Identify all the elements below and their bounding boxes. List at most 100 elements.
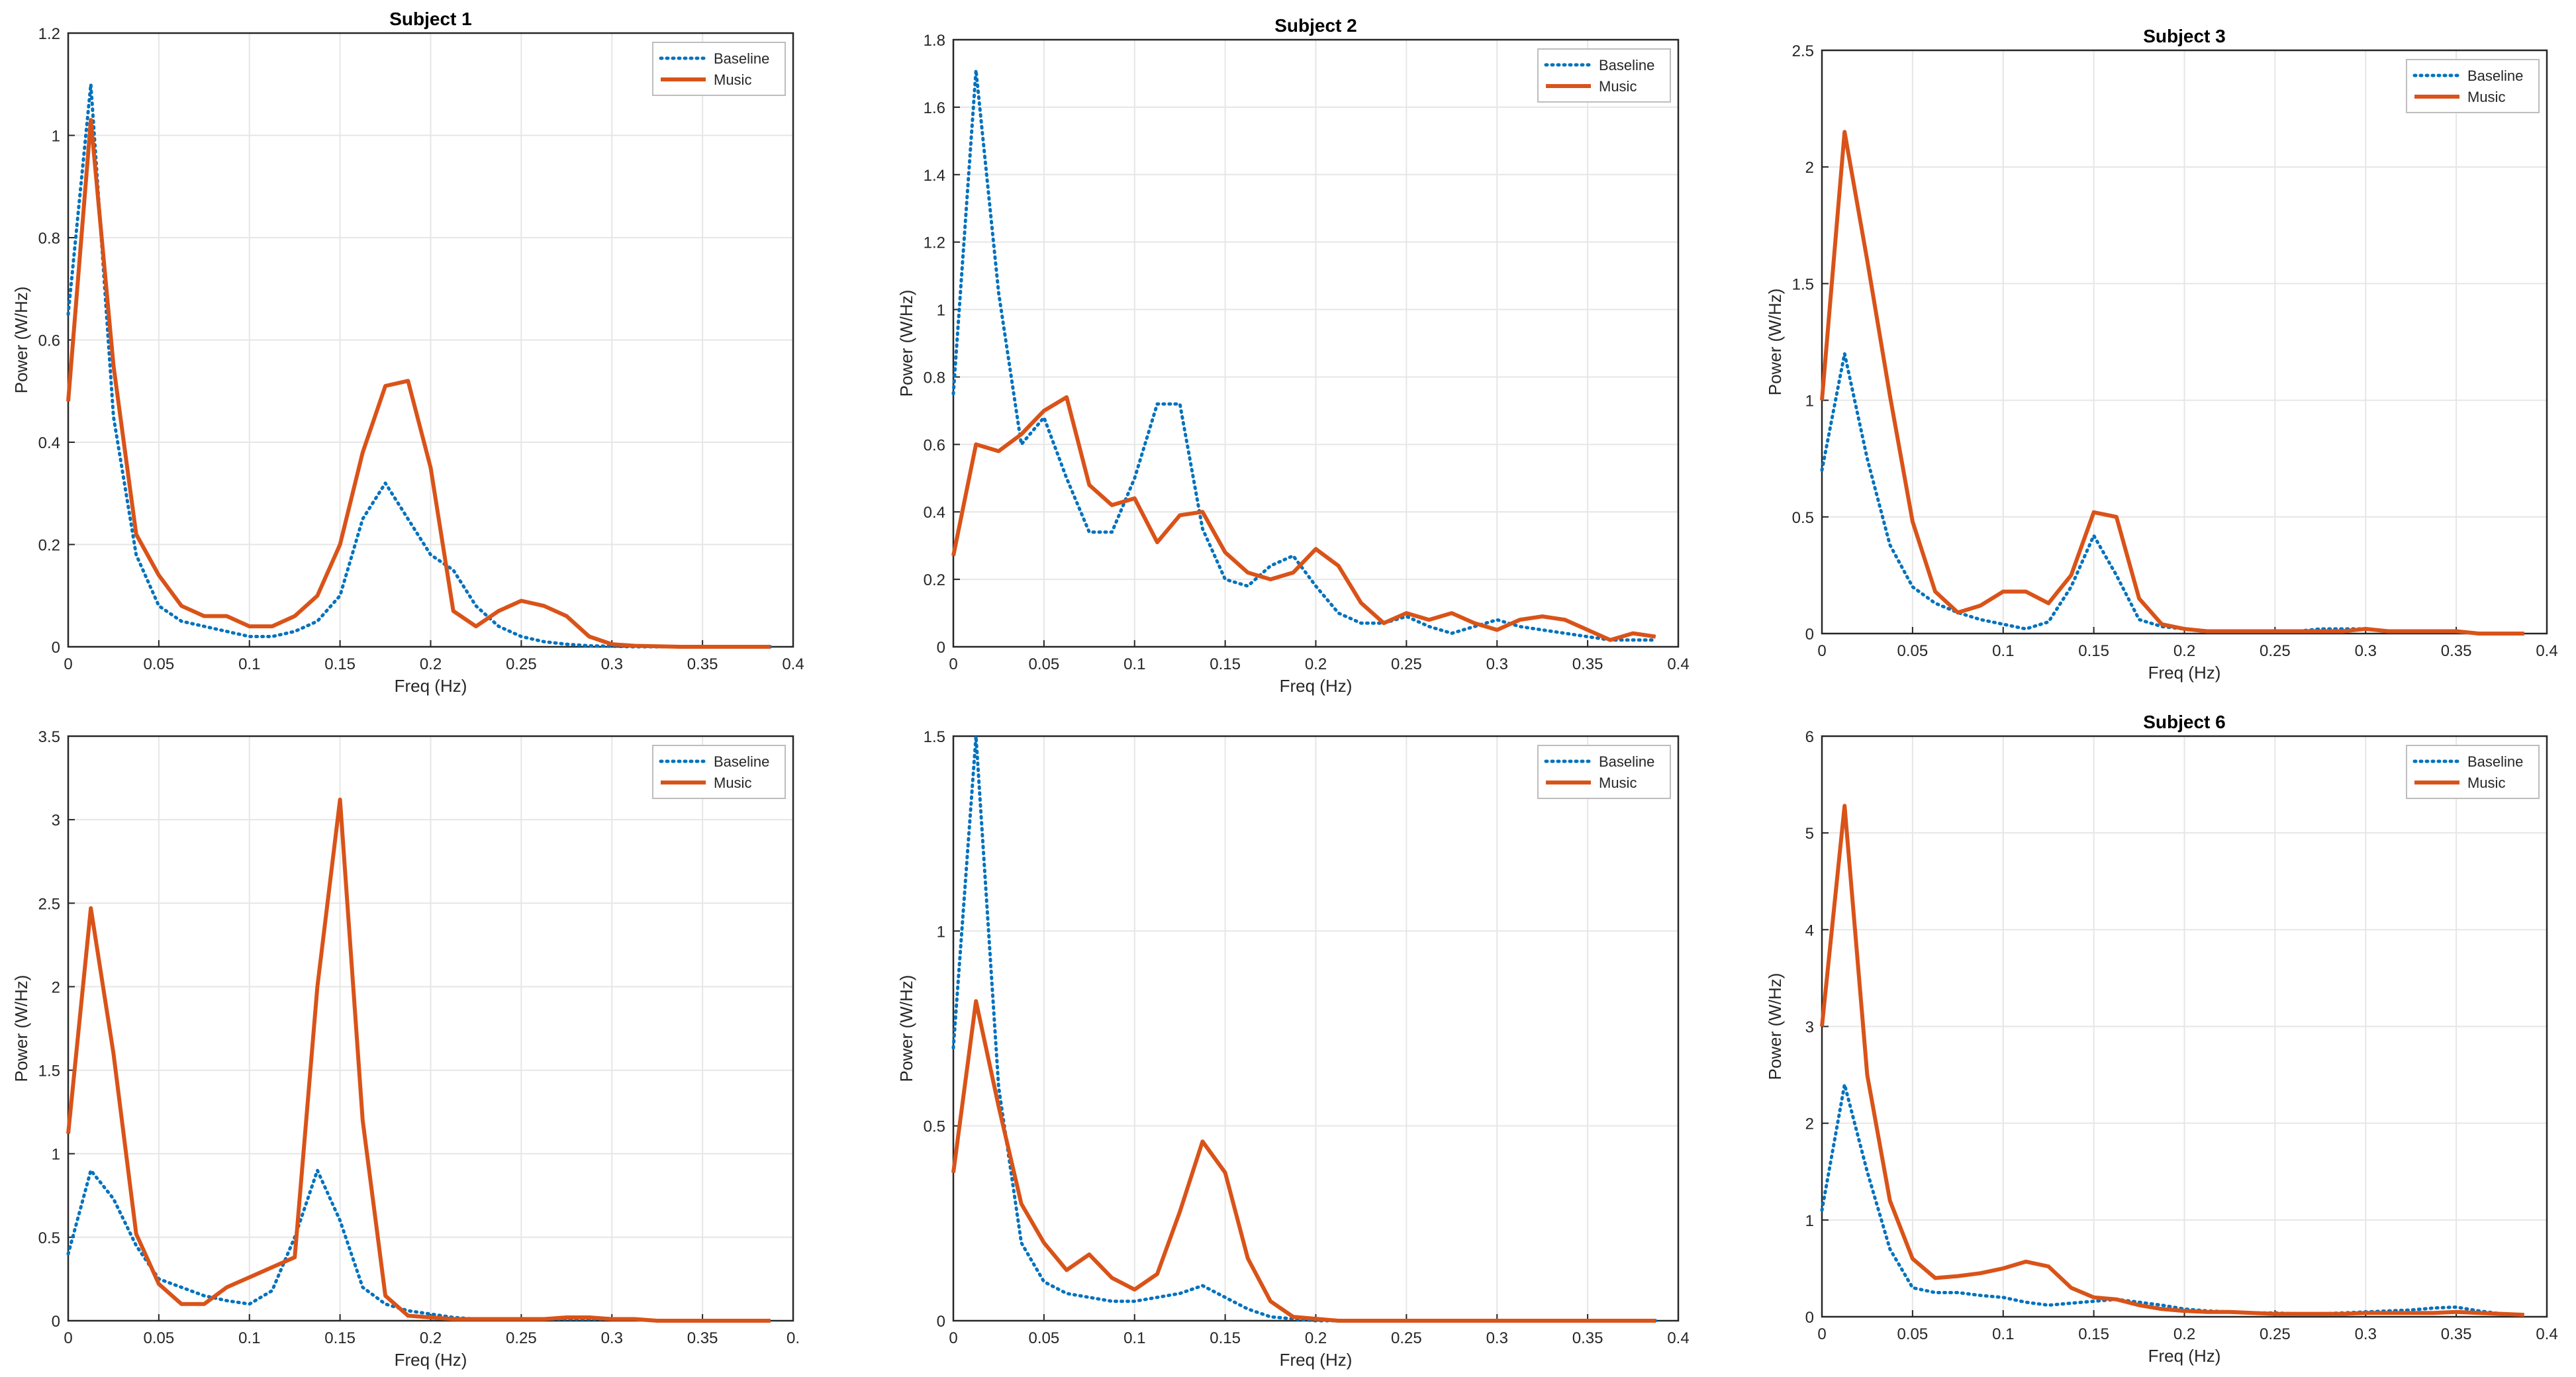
series-line-music: [1820, 804, 2524, 1317]
y-tick-label: 1: [937, 923, 945, 941]
y-tick-label: 1.2: [924, 234, 945, 252]
x-tick-label: 0: [1817, 1325, 1826, 1343]
legend-label-baseline: Baseline: [714, 50, 769, 67]
y-tick-label: 0: [937, 1313, 945, 1331]
x-tick-label: 0.3: [2355, 642, 2377, 660]
legend-label-baseline: Baseline: [2467, 68, 2523, 84]
y-tick-label: 3.5: [38, 728, 60, 746]
y-tick-label: 4: [1805, 922, 1814, 939]
x-tick-label: 0.1: [238, 1329, 260, 1347]
legend: Baseline Music: [652, 42, 786, 96]
legend: Baseline Music: [652, 745, 786, 799]
x-tick-label: 0.05: [1897, 1325, 1929, 1343]
x-axis-label: Freq (Hz): [2148, 1346, 2221, 1366]
legend: Baseline Music: [2406, 59, 2540, 113]
y-tick-label: 0.2: [924, 571, 945, 589]
subplot-5: 0 0.05 0.1 0.15 0.2 0.25 0.3 0.35 0.4 0 0.5 1 1.5 Fre…: [896, 728, 1690, 1370]
x-tick-label: 0.15: [1210, 655, 1241, 673]
y-tick-label: 0.2: [38, 537, 60, 555]
x-tick-label: 0.05: [144, 655, 175, 673]
y-tick-label: 2: [1805, 1116, 1814, 1133]
x-tick-label: 0.4: [1667, 655, 1689, 673]
series-line-music: [66, 118, 771, 649]
x-tick-label: 0.25: [506, 655, 537, 673]
y-tick-label: 1.6: [924, 99, 945, 117]
legend-box: [1537, 745, 1671, 799]
y-tick-label: 0: [52, 1313, 60, 1331]
y-tick-label: 2.5: [1792, 42, 1814, 60]
y-tick-label: 0.5: [924, 1118, 945, 1136]
x-tick-label: 0.25: [506, 1329, 537, 1347]
y-axis-label: Power (W/Hz): [896, 975, 916, 1082]
plot-title: Subject 3: [2143, 26, 2225, 46]
y-tick-label: 0: [1805, 626, 1814, 643]
legend-label-music: Music: [1599, 775, 1637, 791]
x-tick-label: 0.1: [238, 655, 260, 673]
y-tick-label: 1.5: [1792, 275, 1814, 293]
series-line-baseline: [951, 68, 1658, 642]
legend-box: [652, 42, 786, 96]
y-tick-label: 3: [52, 812, 60, 830]
x-tick-label: 0.2: [1305, 655, 1327, 673]
x-tick-label: 0.2: [2173, 1325, 2195, 1343]
legend-label-music: Music: [2467, 775, 2505, 791]
x-tick-label: 0.25: [1391, 655, 1422, 673]
x-tick-label: 0: [949, 1329, 957, 1347]
x-tick-label: 0.35: [2441, 1325, 2472, 1343]
subplot-6: 0 0.05 0.1 0.15 0.2 0.25 0.3 0.35 0.4 0 1 2 3 4 5 6 Freq…: [1765, 712, 2558, 1366]
y-tick-label: 1.4: [924, 167, 945, 185]
x-tick-label: 0.15: [324, 1329, 356, 1347]
x-tick-label: 0.4: [782, 655, 804, 673]
x-tick-label: 0.: [787, 1329, 800, 1347]
y-tick-label: 1: [52, 1146, 60, 1164]
legend: Baseline Music: [1537, 48, 1671, 103]
y-axis-label: Power (W/Hz): [1765, 973, 1785, 1080]
y-tick-label: 0: [937, 639, 945, 657]
x-tick-label: 0.1: [1992, 1325, 2014, 1343]
y-tick-label: 0.4: [38, 434, 60, 452]
y-tick-label: 0.6: [38, 332, 60, 350]
y-tick-label: 1.8: [924, 32, 945, 50]
x-axis-label: Freq (Hz): [395, 1350, 467, 1370]
x-tick-label: 0.05: [1029, 655, 1060, 673]
y-tick-label: 0.6: [924, 436, 945, 454]
y-tick-label: 1: [52, 128, 60, 146]
y-tick-label: 1.5: [924, 728, 945, 746]
legend-box: [652, 745, 786, 799]
y-tick-label: 1: [1805, 1212, 1814, 1230]
series-line-baseline: [1820, 1082, 2526, 1317]
y-tick-label: 0: [1805, 1309, 1814, 1327]
y-tick-label: 6: [1805, 728, 1814, 746]
legend-label-baseline: Baseline: [1599, 753, 1654, 770]
x-tick-label: 0.35: [1572, 655, 1603, 673]
legend-label-baseline: Baseline: [714, 753, 769, 770]
x-axis-label: Freq (Hz): [395, 676, 467, 696]
y-tick-label: 2: [52, 978, 60, 996]
series-line-music: [951, 395, 1656, 642]
y-tick-label: 1: [937, 302, 945, 320]
x-tick-label: 0.25: [1391, 1329, 1422, 1347]
legend-label-music: Music: [1599, 78, 1637, 95]
y-tick-label: 1: [1805, 393, 1814, 410]
x-tick-label: 0.15: [2078, 1325, 2109, 1343]
y-tick-label: 0.5: [38, 1229, 60, 1247]
x-tick-label: 0.2: [420, 655, 442, 673]
plot-title: Subject 6: [2143, 712, 2225, 732]
y-tick-label: 0.8: [924, 369, 945, 387]
x-tick-label: 0.3: [1486, 655, 1508, 673]
y-axis-label: Power (W/Hz): [896, 290, 916, 397]
legend-box: [2406, 745, 2540, 799]
y-axis-label: Power (W/Hz): [1765, 289, 1785, 396]
x-axis-label: Freq (Hz): [1280, 676, 1353, 696]
y-tick-label: 1.2: [38, 25, 60, 43]
x-tick-label: 0: [64, 1329, 72, 1347]
y-axis-label: Power (W/Hz): [11, 975, 31, 1082]
x-tick-label: 0.35: [687, 1329, 718, 1347]
subplot-4: 0 0.05 0.1 0.15 0.2 0.25 0.3 0.35 0. 0 0.5 1 1.5 2 2.5…: [11, 728, 800, 1370]
y-tick-label: 0.4: [924, 504, 945, 522]
x-axis-label: Freq (Hz): [1280, 1350, 1353, 1370]
x-tick-label: 0.1: [1123, 655, 1145, 673]
y-tick-label: 3: [1805, 1019, 1814, 1037]
x-tick-label: 0.2: [420, 1329, 442, 1347]
